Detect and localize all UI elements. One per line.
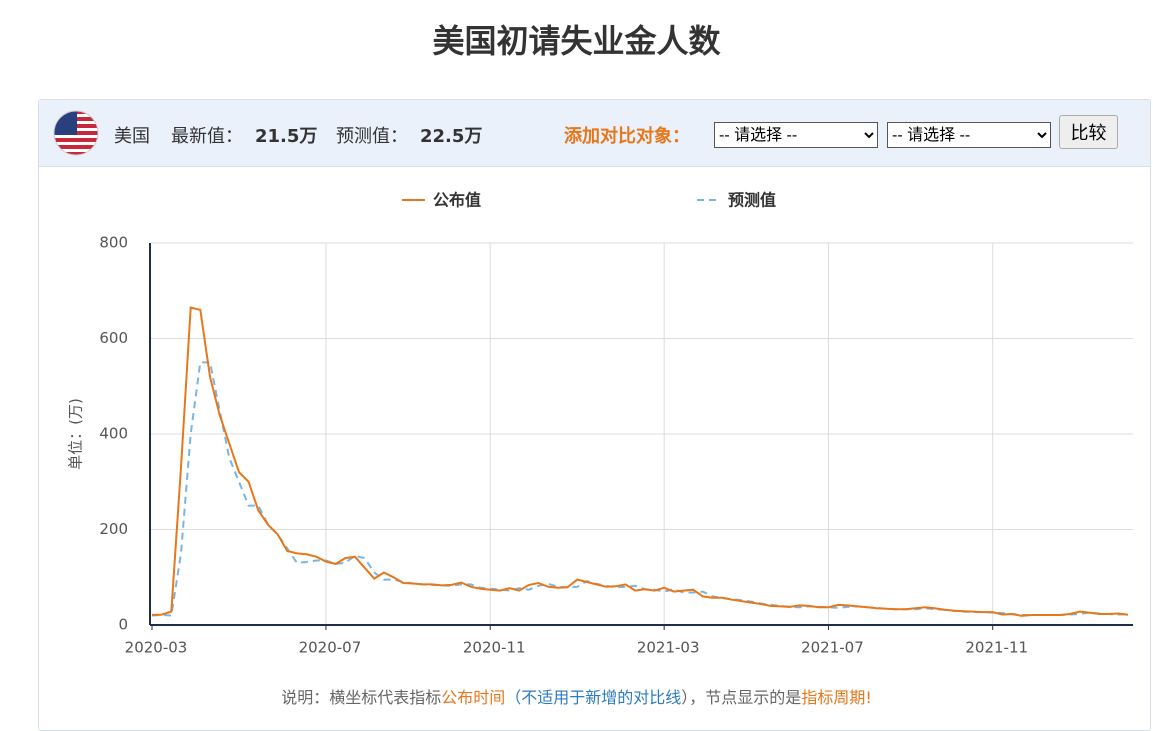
x-tick-label: 2021-03 xyxy=(637,639,700,657)
y-tick-label: 600 xyxy=(99,329,128,347)
panel: 美国 最新值： 21.5万 预测值： 22.5万 添加对比对象： -- 请选择 … xyxy=(38,99,1151,731)
note-text: 说明：横坐标代表指标 xyxy=(281,688,442,707)
note-highlight: 公布时间 xyxy=(441,688,506,707)
legend-label: 公布值 xyxy=(433,191,481,210)
chart: 单位：(万) 0 200 400 600 800 2020-03 2020-07 2020-1… xyxy=(67,191,1133,657)
x-tick-label: 2020-03 xyxy=(125,639,188,657)
y-axis-title: 单位：(万) xyxy=(67,398,85,470)
x-tick-label: 2020-11 xyxy=(463,639,526,657)
forecast-label: 预测值： xyxy=(336,126,408,147)
y-tick-label: 800 xyxy=(99,234,128,252)
note-text: ），节点显示的是 xyxy=(681,688,802,707)
y-tick-label: 200 xyxy=(99,520,128,538)
country: 美国 xyxy=(114,126,150,147)
y-tick-label: 0 xyxy=(118,616,128,634)
page-title: 美国初请失业金人数 xyxy=(432,22,721,60)
select-2[interactable]: -- 请选择 -- xyxy=(887,122,1051,148)
note: 说明：横坐标代表指标公布时间（不适用于新增的对比线），节点显示的是指标周期! xyxy=(0,684,1153,708)
y-tick-label: 400 xyxy=(99,425,128,443)
flag xyxy=(53,110,99,156)
line-series xyxy=(151,361,1129,617)
select-1[interactable]: -- 请选择 -- xyxy=(714,122,878,148)
x-tick-label: 2021-07 xyxy=(801,639,864,657)
line-series xyxy=(151,306,1129,617)
note-link: （不适用于新增的对比线 xyxy=(505,688,682,707)
legend-label: 预测值 xyxy=(728,191,776,210)
x-tick-label: 2020-07 xyxy=(299,639,362,657)
forecast-value: 22.5万 xyxy=(420,126,483,147)
latest-label: 最新值： xyxy=(171,126,243,147)
header-bar: 美国 最新值： 21.5万 预测值： 22.5万 添加对比对象： -- 请选择 … xyxy=(39,100,1150,167)
compare-label: 添加对比对象： xyxy=(564,126,690,147)
compare-button[interactable]: 比较 xyxy=(1059,115,1118,149)
x-tick-label: 2021-11 xyxy=(965,639,1028,657)
note-highlight: 指标周期! xyxy=(801,688,872,707)
latest-value: 21.5万 xyxy=(255,126,318,147)
